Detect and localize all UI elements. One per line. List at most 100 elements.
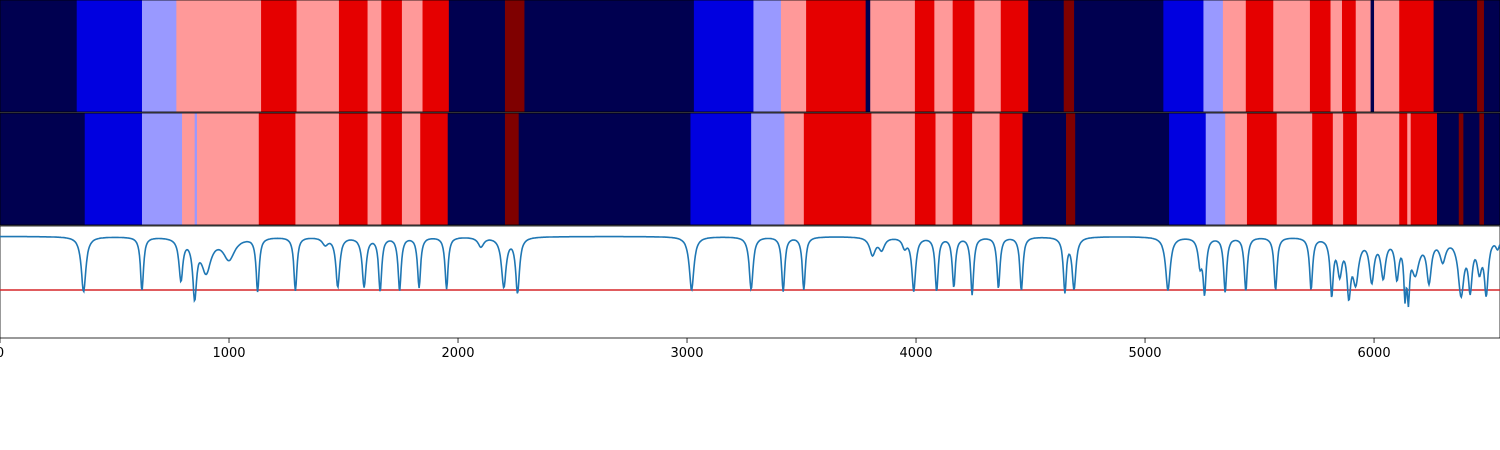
x-tick-label-4: 4000	[899, 346, 932, 361]
state-segment-1-8	[338, 113, 368, 225]
state-segment-0-2	[141, 0, 177, 112]
state-segment-0-15	[753, 0, 782, 112]
state-segment-0-41	[1477, 0, 1485, 112]
state-segment-0-29	[1203, 0, 1224, 112]
state-segment-1-41	[1437, 113, 1460, 225]
state-segment-1-21	[914, 113, 936, 225]
state-segment-0-16	[780, 0, 807, 112]
state-segment-1-15	[518, 113, 691, 225]
state-segment-0-32	[1273, 0, 1311, 112]
state-segment-1-32	[1246, 113, 1278, 225]
state-segment-0-39	[1399, 0, 1434, 112]
x-tick-label-3: 3000	[670, 346, 703, 361]
state-segment-1-14	[504, 113, 520, 225]
state-segment-1-7	[295, 113, 340, 225]
state-segment-0-10	[422, 0, 450, 112]
state-segment-1-13	[447, 113, 506, 225]
state-segment-0-1	[76, 0, 143, 112]
state-segment-1-45	[1483, 113, 1500, 225]
state-segment-0-40	[1433, 0, 1478, 112]
state-segment-1-44	[1479, 113, 1485, 225]
state-segment-0-12	[504, 0, 525, 112]
state-segment-0-4	[261, 0, 297, 112]
state-segment-1-22	[935, 113, 954, 225]
state-segment-1-5	[196, 113, 260, 225]
state-segment-0-22	[952, 0, 975, 112]
state-segment-0-11	[448, 0, 506, 112]
state-segment-0-18	[865, 0, 871, 112]
state-segment-0-36	[1355, 0, 1372, 112]
state-segment-1-29	[1169, 113, 1207, 225]
state-segment-1-34	[1312, 113, 1334, 225]
state-segment-0-35	[1341, 0, 1357, 112]
state-segment-0-33	[1309, 0, 1331, 112]
state-segment-1-38	[1399, 113, 1408, 225]
state-segment-1-24	[972, 113, 1001, 225]
state-segment-1-40	[1410, 113, 1438, 225]
state-segment-0-21	[934, 0, 954, 112]
state-segment-1-39	[1407, 113, 1412, 225]
state-segment-1-28	[1075, 113, 1170, 225]
state-segment-0-34	[1330, 0, 1343, 112]
state-segment-1-11	[401, 113, 421, 225]
state-segment-1-33	[1276, 113, 1313, 225]
state-row-bottom-frame	[0, 112, 1500, 226]
state-row-bottom	[0, 113, 1500, 225]
state-segment-0-3	[176, 0, 262, 112]
state-segment-1-30	[1205, 113, 1226, 225]
state-row-top-frame	[0, 0, 1500, 113]
state-segment-0-13	[524, 0, 695, 112]
state-segment-0-31	[1245, 0, 1274, 112]
state-segment-1-3	[182, 113, 196, 225]
state-segment-0-7	[367, 0, 382, 112]
state-segment-0-30	[1222, 0, 1247, 112]
state-segment-1-0	[0, 113, 86, 225]
state-segment-1-20	[871, 113, 916, 225]
x-tick-label-6: 6000	[1358, 346, 1391, 361]
state-segment-0-25	[1028, 0, 1065, 112]
state-segment-0-28	[1163, 0, 1204, 112]
state-segment-0-20	[914, 0, 935, 112]
state-segment-1-4	[194, 113, 198, 225]
state-segment-1-42	[1458, 113, 1464, 225]
x-axis: 0 1000 2000 3000 4000 5000 6000	[0, 338, 1391, 361]
state-segment-0-5	[296, 0, 340, 112]
state-segment-1-17	[751, 113, 785, 225]
state-segment-0-14	[693, 0, 754, 112]
state-segment-0-19	[870, 0, 916, 112]
state-segment-1-19	[803, 113, 872, 225]
state-segment-1-9	[367, 113, 382, 225]
state-segment-1-16	[690, 113, 752, 225]
state-segment-1-31	[1225, 113, 1248, 225]
x-tick-label-1: 1000	[212, 346, 245, 361]
state-segment-0-37	[1370, 0, 1375, 112]
state-segment-1-25	[999, 113, 1023, 225]
state-segment-1-27	[1066, 113, 1076, 225]
state-segment-0-23	[974, 0, 1002, 112]
x-tick-label-5: 5000	[1128, 346, 1161, 361]
state-segment-1-37	[1356, 113, 1400, 225]
state-segment-1-10	[381, 113, 403, 225]
state-segment-0-26	[1063, 0, 1075, 112]
state-segment-0-24	[1000, 0, 1029, 112]
state-segment-1-2	[141, 113, 183, 225]
state-segment-0-42	[1483, 0, 1500, 112]
state-segment-0-27	[1074, 0, 1164, 112]
state-segment-0-9	[401, 0, 423, 112]
state-segment-0-38	[1374, 0, 1400, 112]
state-segment-1-35	[1332, 113, 1344, 225]
state-segment-1-43	[1463, 113, 1480, 225]
state-segment-0-6	[338, 0, 368, 112]
x-tick-label-2: 2000	[441, 346, 474, 361]
x-tick-label-0: 0	[0, 346, 4, 361]
state-segment-1-36	[1343, 113, 1358, 225]
state-segment-1-1	[84, 113, 143, 225]
state-segment-0-17	[806, 0, 867, 112]
signal-series-line	[0, 235, 1500, 308]
state-segment-1-6	[258, 113, 296, 225]
state-segment-1-26	[1022, 113, 1067, 225]
state-segment-1-23	[952, 113, 973, 225]
state-segment-1-12	[420, 113, 449, 225]
state-row-top	[0, 0, 1500, 112]
